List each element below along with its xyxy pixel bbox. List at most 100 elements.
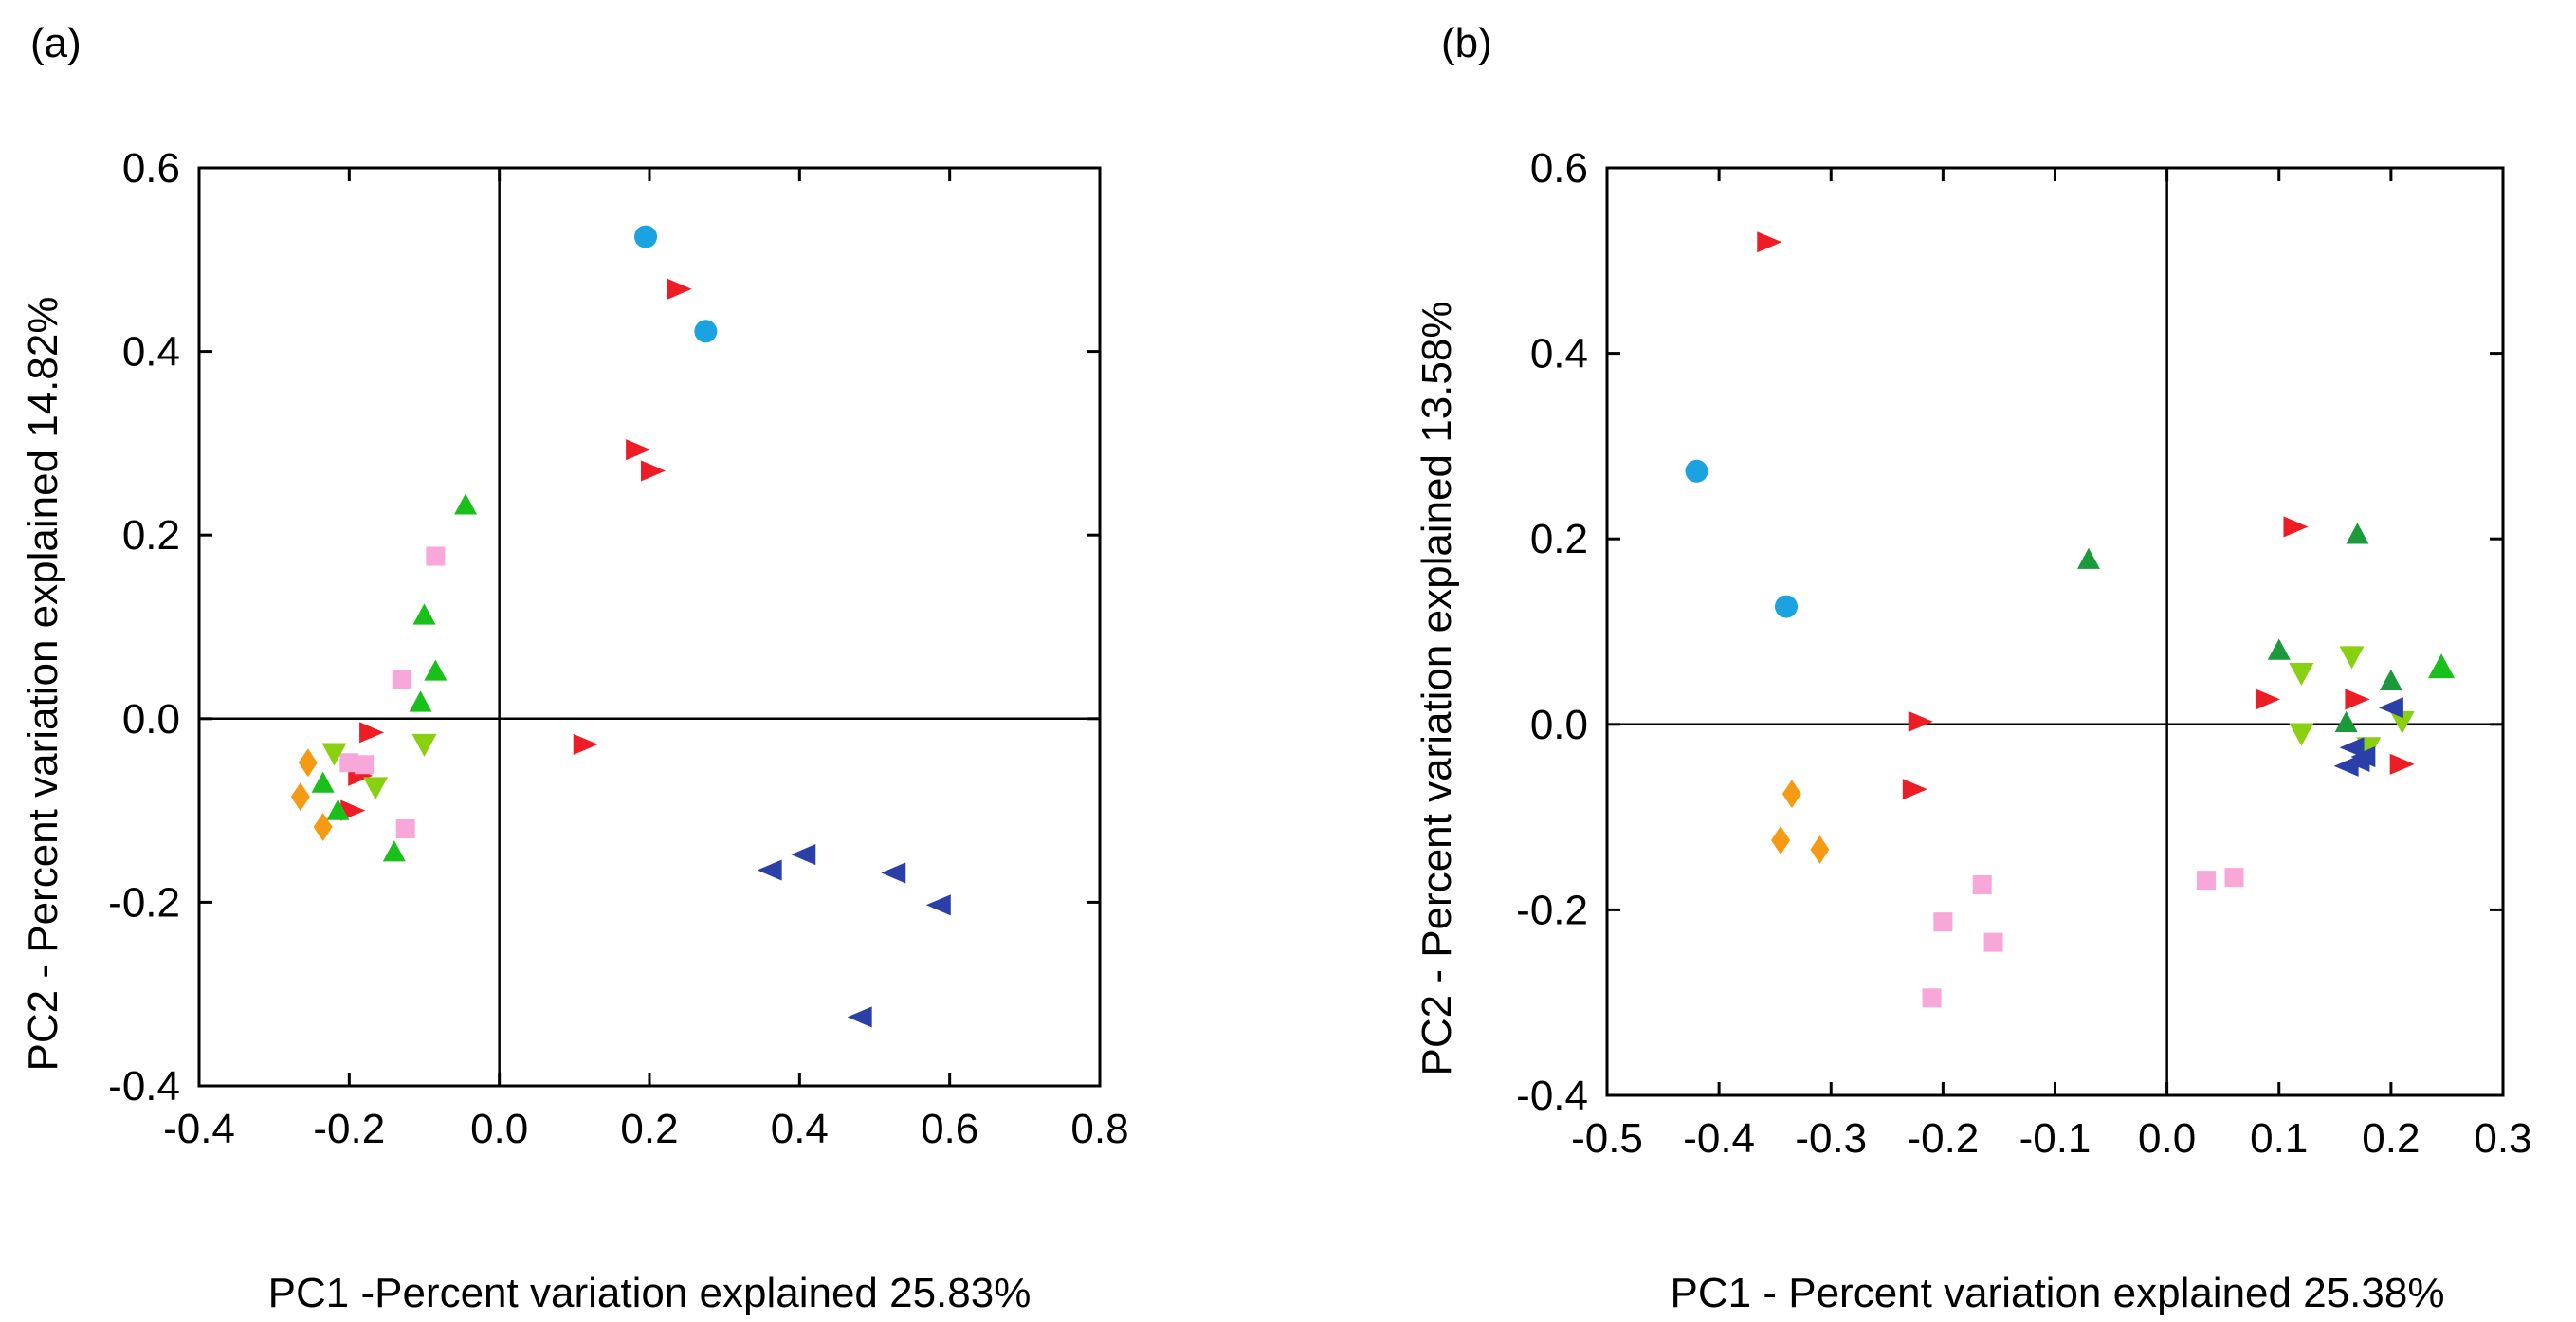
y-tick-label: 0.2 [1530, 516, 1588, 562]
x-tick-label: 0.6 [921, 1106, 978, 1152]
x-tick-label: 0.0 [2138, 1115, 2196, 1162]
y-tick-label: -0.4 [108, 1063, 180, 1110]
data-point [290, 782, 310, 812]
data-point [2379, 669, 2402, 691]
data-point [321, 743, 347, 766]
data-point [339, 753, 359, 773]
data-point [640, 460, 666, 482]
data-point [311, 771, 335, 793]
data-point [626, 439, 651, 461]
data-point [2389, 710, 2415, 734]
data-point [2339, 646, 2365, 670]
x-tick-label: 0.1 [2250, 1115, 2308, 1162]
data-point [847, 1006, 872, 1028]
data-point [2196, 871, 2216, 891]
data-point [573, 733, 598, 755]
y-tick-label: 0.4 [1530, 331, 1588, 377]
x-tick-label: -0.4 [1683, 1115, 1755, 1162]
y-axis-title: PC2 - Percent variation explained 13.58% [1414, 302, 1460, 1076]
x-tick-label: 0.4 [771, 1106, 829, 1152]
x-tick-label: -0.4 [163, 1106, 235, 1152]
x-tick-label: -0.3 [1795, 1115, 1867, 1162]
data-point [1902, 779, 1927, 800]
x-tick-label: -0.1 [2019, 1115, 2092, 1162]
x-tick-label: 0.2 [620, 1106, 678, 1152]
data-point [2224, 868, 2244, 888]
data-point [2283, 516, 2309, 538]
data-point [363, 777, 389, 800]
data-point [757, 859, 782, 881]
data-point [1757, 231, 1782, 253]
data-point [2378, 697, 2403, 719]
data-point [1933, 912, 1953, 932]
data-point [1922, 988, 1942, 1008]
data-point [392, 670, 411, 689]
data-point [634, 225, 658, 248]
data-point [426, 546, 446, 566]
x-axis-title: PC1 -Percent variation explained 25.83% [268, 1270, 1032, 1316]
data-point [411, 733, 437, 757]
x-tick-label: 0.0 [470, 1106, 528, 1152]
panel-label: (a) [30, 20, 82, 66]
data-point [2345, 750, 2370, 772]
data-point [2289, 723, 2314, 746]
y-axis-title: PC2 - Percent variation explained 14.82% [20, 297, 66, 1072]
x-tick-label: -0.2 [1907, 1115, 1979, 1162]
data-point [1908, 710, 1933, 732]
data-point [359, 722, 385, 744]
plot-frame [1605, 166, 2505, 1097]
data-point [2334, 710, 2358, 733]
panel-label: (b) [1441, 20, 1492, 66]
data-point [382, 840, 406, 862]
x-tick-label: 0.3 [2474, 1115, 2531, 1162]
data-point [1775, 595, 1798, 618]
y-tick-label: 0.0 [122, 696, 180, 743]
data-point [412, 603, 436, 625]
data-point [2389, 753, 2415, 775]
data-point [2289, 662, 2314, 687]
data-point [1972, 874, 1992, 894]
data-point [313, 813, 333, 842]
y-tick-label: 0.6 [122, 145, 180, 192]
y-tick-label: -0.2 [108, 879, 180, 926]
x-axis-title: PC1 - Percent variation explained 25.38% [1671, 1270, 2445, 1316]
y-tick-label: 0.6 [1530, 145, 1588, 192]
data-point [2428, 653, 2456, 679]
data-point [2076, 547, 2100, 569]
data-point [1781, 780, 1801, 809]
data-point [326, 799, 350, 820]
data-point [355, 755, 375, 775]
y-tick-label: 0.0 [1530, 702, 1588, 748]
data-point [2267, 638, 2291, 660]
data-point [2346, 523, 2369, 544]
x-tick-label: 0.8 [1070, 1106, 1128, 1152]
x-tick-label: 0.2 [2362, 1115, 2420, 1162]
data-point [2345, 689, 2370, 710]
data-point [791, 844, 816, 866]
y-tick-label: 0.4 [122, 329, 180, 376]
data-point [298, 748, 318, 778]
data-point [1810, 835, 1830, 864]
data-point [454, 493, 478, 515]
panel-b: (b)-0.5 -0.4 -0.3 -0.2 -0.1 0.0 0.1 0.2 0.3-0.4-… [1414, 20, 2532, 1316]
data-point [1983, 932, 2003, 952]
data-point [409, 690, 432, 712]
data-point [667, 278, 692, 300]
y-tick-label: -0.2 [1516, 887, 1588, 933]
data-point [694, 320, 718, 343]
data-point [395, 818, 415, 838]
data-point [1685, 459, 1708, 483]
panel-a: (a) -0.4 -0.2 0.0 0.2 0.4 0.6 0.8 -0.4 -0.2 0.0 0.2… [20, 20, 1129, 1316]
y-tick-label: 0.2 [122, 512, 180, 559]
x-tick-label: -0.2 [313, 1106, 385, 1152]
y-tick-label: -0.4 [1516, 1073, 1588, 1119]
data-point [2339, 737, 2365, 759]
data-point [424, 659, 448, 681]
data-point [1771, 826, 1791, 855]
x-tick-label: -0.5 [1571, 1115, 1643, 1162]
data-point [2255, 689, 2280, 710]
data-point [881, 862, 906, 884]
plot-frame [197, 166, 1102, 1088]
data-point [925, 894, 951, 916]
